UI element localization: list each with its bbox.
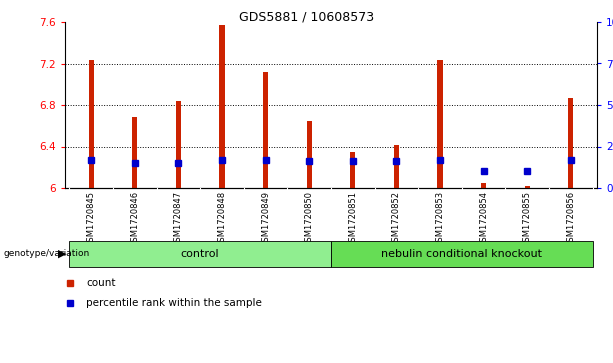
Bar [438, 60, 443, 188]
Text: GSM1720846: GSM1720846 [131, 191, 139, 247]
Bar [525, 186, 530, 188]
Text: GSM1720847: GSM1720847 [174, 191, 183, 247]
Bar [176, 101, 181, 188]
Text: GSM1720845: GSM1720845 [86, 191, 96, 246]
Text: GSM1720856: GSM1720856 [566, 191, 576, 247]
Bar [568, 98, 573, 188]
Text: GSM1720854: GSM1720854 [479, 191, 488, 246]
Bar [132, 118, 137, 188]
Text: control: control [181, 249, 219, 259]
Text: count: count [86, 278, 116, 288]
Bar [394, 146, 399, 188]
Bar [219, 25, 224, 188]
Text: GSM1720855: GSM1720855 [523, 191, 531, 246]
Bar [69, 241, 331, 268]
Text: genotype/variation: genotype/variation [3, 249, 89, 258]
Text: GSM1720848: GSM1720848 [218, 191, 226, 247]
Text: nebulin conditional knockout: nebulin conditional knockout [381, 249, 543, 259]
Bar [306, 121, 312, 188]
Text: GDS5881 / 10608573: GDS5881 / 10608573 [239, 11, 374, 24]
Text: ▶: ▶ [58, 249, 67, 259]
Text: GSM1720852: GSM1720852 [392, 191, 401, 246]
Bar [331, 241, 593, 268]
Text: GSM1720850: GSM1720850 [305, 191, 314, 246]
Bar [481, 183, 486, 188]
Bar [263, 72, 268, 188]
Text: GSM1720853: GSM1720853 [435, 191, 444, 247]
Text: GSM1720849: GSM1720849 [261, 191, 270, 246]
Bar [88, 60, 94, 188]
Text: GSM1720851: GSM1720851 [348, 191, 357, 246]
Bar [350, 152, 356, 188]
Text: percentile rank within the sample: percentile rank within the sample [86, 298, 262, 308]
